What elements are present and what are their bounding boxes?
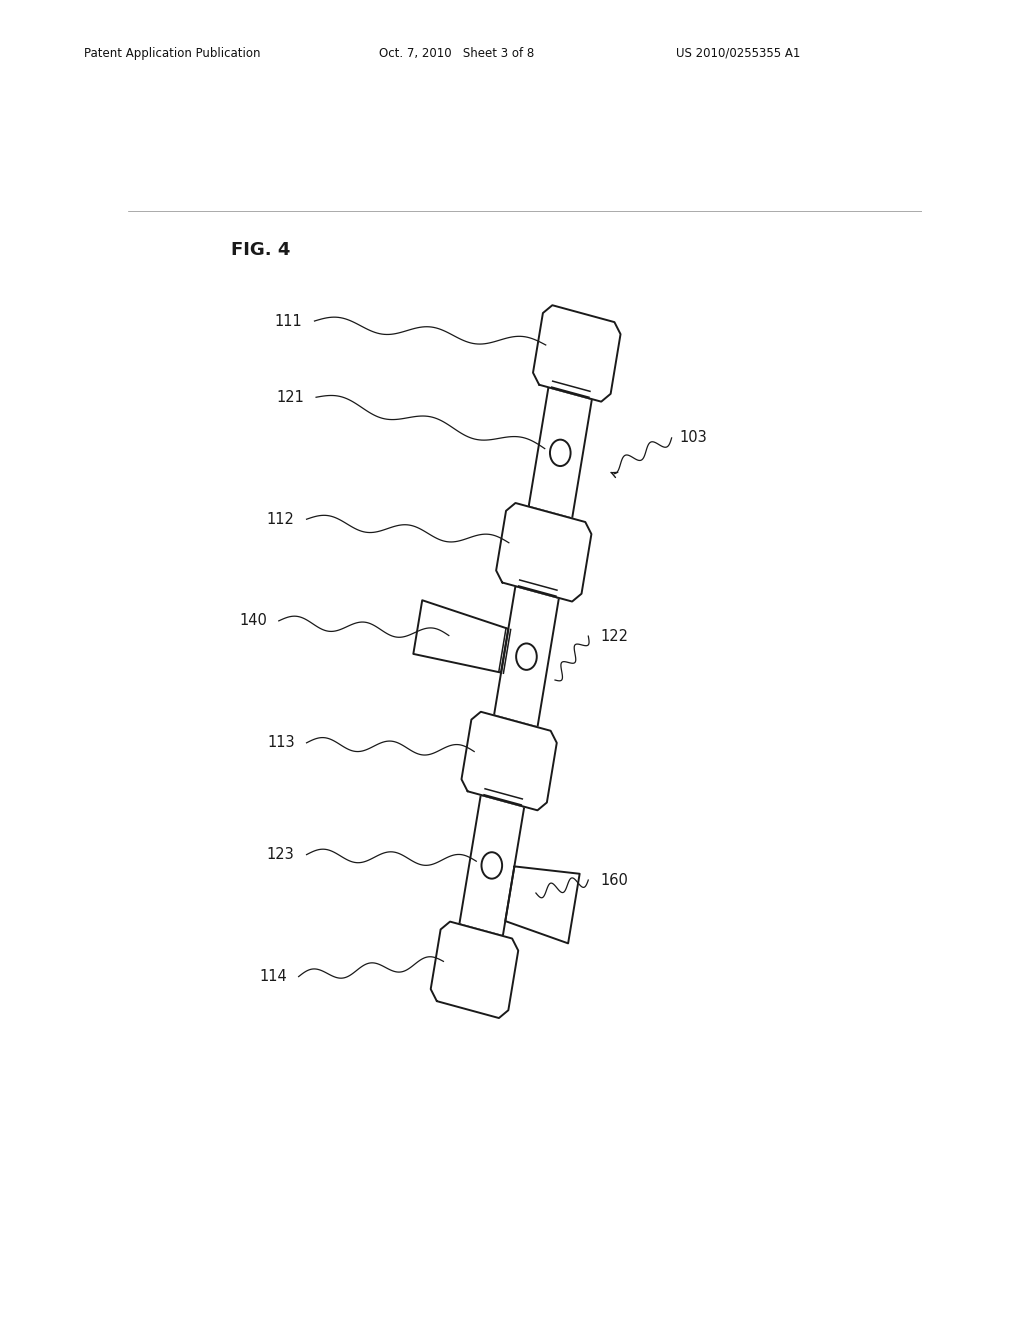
Text: 140: 140 (239, 614, 267, 628)
Circle shape (550, 440, 570, 466)
Polygon shape (462, 711, 557, 810)
Polygon shape (497, 503, 592, 602)
Polygon shape (534, 305, 621, 401)
Polygon shape (431, 921, 518, 1018)
Text: FIG. 4: FIG. 4 (231, 242, 291, 259)
Text: Patent Application Publication: Patent Application Publication (84, 46, 260, 59)
Text: 113: 113 (267, 735, 295, 750)
Polygon shape (460, 795, 524, 936)
Text: 160: 160 (600, 873, 628, 887)
Polygon shape (528, 387, 592, 519)
Text: 121: 121 (276, 389, 304, 405)
Polygon shape (505, 866, 580, 944)
Text: US 2010/0255355 A1: US 2010/0255355 A1 (676, 46, 800, 59)
Polygon shape (494, 586, 559, 727)
Text: 111: 111 (274, 314, 303, 329)
Text: 114: 114 (259, 969, 287, 985)
Text: Oct. 7, 2010   Sheet 3 of 8: Oct. 7, 2010 Sheet 3 of 8 (379, 46, 535, 59)
Circle shape (516, 643, 537, 669)
Text: 112: 112 (267, 512, 295, 527)
Polygon shape (414, 601, 508, 673)
Circle shape (481, 853, 502, 879)
Text: 103: 103 (680, 430, 708, 445)
Text: 122: 122 (600, 628, 628, 644)
Text: 123: 123 (267, 847, 295, 862)
